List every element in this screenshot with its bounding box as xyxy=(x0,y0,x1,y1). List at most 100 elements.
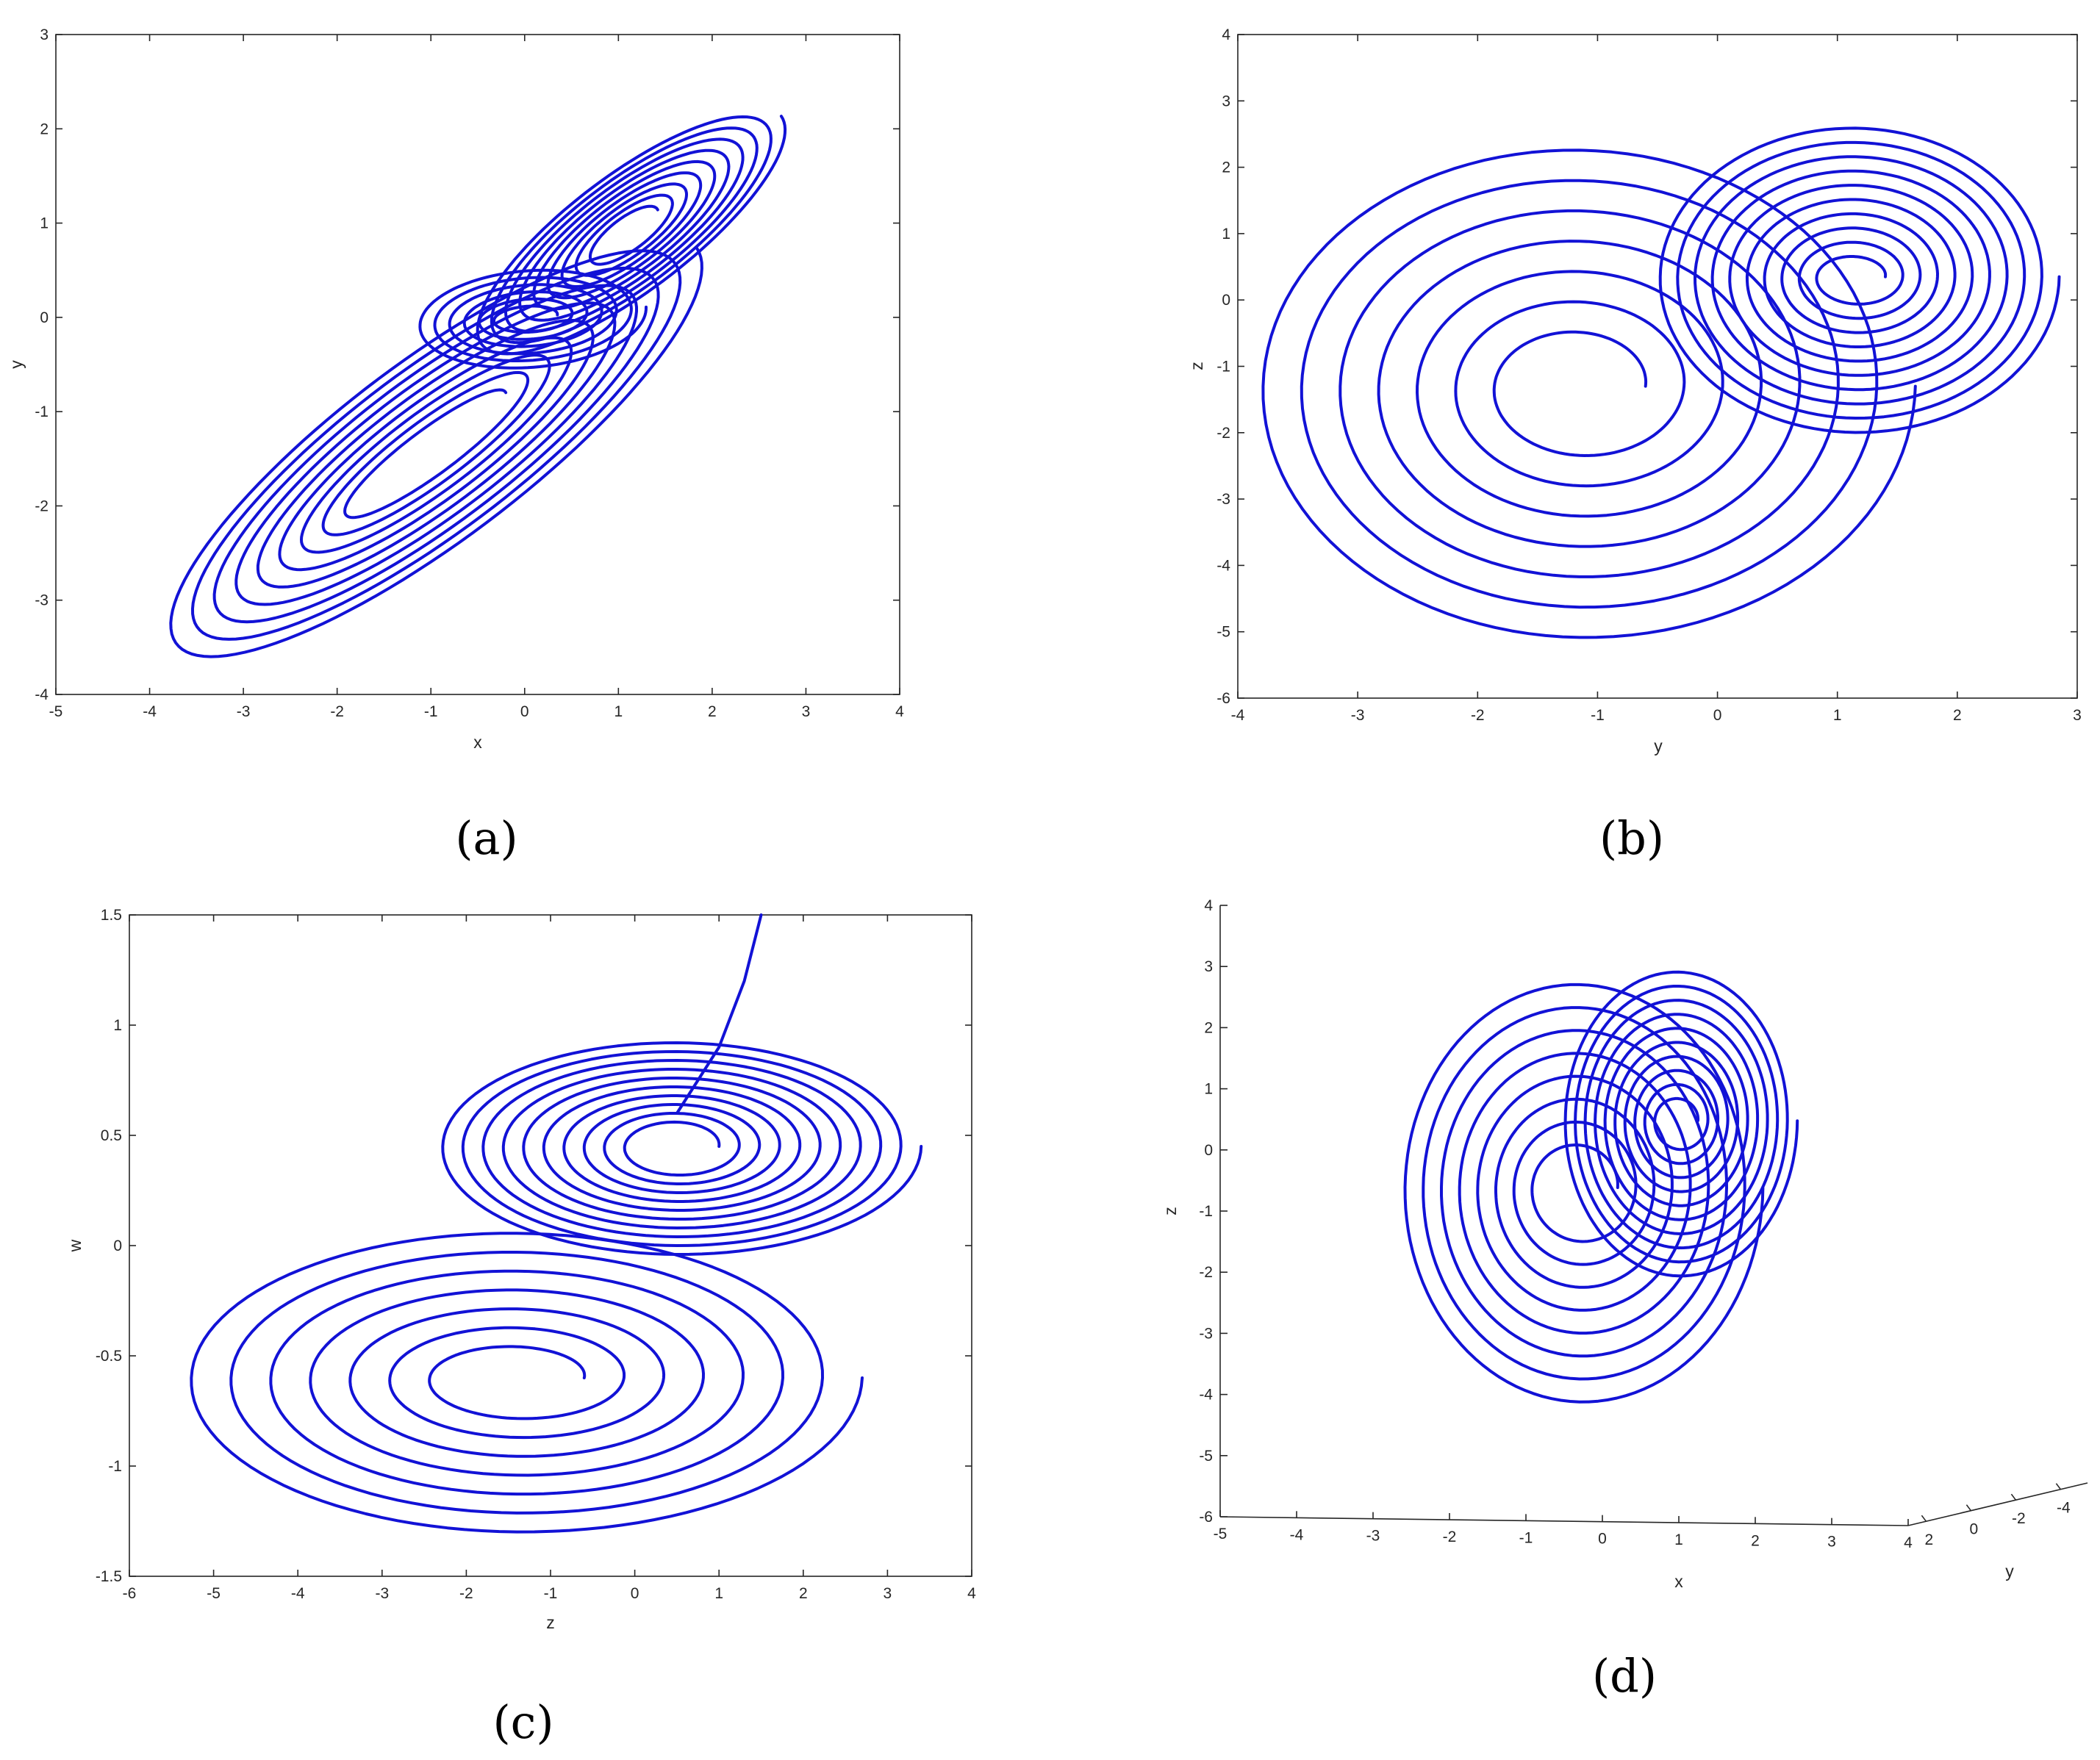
y-tick-mark xyxy=(1921,1515,1927,1522)
x-tick-label: 3 xyxy=(884,1585,892,1602)
x-tick-label: 1 xyxy=(1833,707,1842,724)
y-tick-label: -2 xyxy=(1216,425,1230,442)
y-tick-label: -2 xyxy=(35,498,49,514)
panel-a-x-ticks: -5 -4 -3 -2 -1 0 1 2 3 4 xyxy=(49,35,904,720)
y-tick-label: 2 xyxy=(1222,159,1230,176)
x-tick-label: -1 xyxy=(424,703,438,720)
panel-b-x-axis-label: y xyxy=(1654,736,1663,755)
panel-a-x-axis-label: x xyxy=(473,733,482,752)
x-tick-label: 4 xyxy=(967,1585,976,1602)
x-tick-label: 2 xyxy=(1751,1532,1760,1549)
z-tick-label: -3 xyxy=(1199,1325,1213,1342)
y-tick-label: -4 xyxy=(1216,557,1230,574)
z-tick-label: 3 xyxy=(1204,958,1213,975)
x-tick-label: -2 xyxy=(330,703,344,720)
panel-c-label: (c) xyxy=(492,1695,553,1749)
y-tick-label: 0 xyxy=(113,1238,122,1254)
panel-b-trajectory xyxy=(1261,126,2061,639)
panel-d-trajectory xyxy=(1403,970,1799,1404)
x-tick-label: -4 xyxy=(291,1585,305,1602)
panel-c-trace-2 xyxy=(190,1232,864,1534)
y-tick-label: 0 xyxy=(1970,1521,1979,1538)
panel-b-x-ticks: -4 -3 -2 -1 0 1 2 3 xyxy=(1231,35,2082,724)
panel-b-trace-2 xyxy=(1261,148,1917,639)
y-axis-line xyxy=(1907,1482,2088,1526)
panel-b-axes-frame xyxy=(1237,34,2078,699)
y-tick-mark xyxy=(2010,1493,2017,1501)
panel-d-x-axis-label: x xyxy=(1674,1572,1683,1591)
y-tick-label: 1.5 xyxy=(101,907,122,924)
panel-b-plot: -4 -3 -2 -1 0 1 2 3 -6 -5 -4 -3 -2 -1 0 1 2 3 4 y z (b) xyxy=(1187,26,2082,865)
x-tick-label: -1 xyxy=(544,1585,558,1602)
y-tick-label: 0 xyxy=(1222,292,1230,309)
y-tick-label: -2 xyxy=(2012,1510,2026,1527)
y-tick-label: 3 xyxy=(40,26,49,43)
y-tick-label: -4 xyxy=(2057,1500,2071,1517)
panel-c-trajectory xyxy=(190,913,923,1534)
y-tick-label: 0 xyxy=(40,309,49,326)
y-tick-label: 2 xyxy=(1925,1531,1934,1548)
panel-b-trace-1 xyxy=(1658,126,2061,434)
y-tick-mark xyxy=(2055,1483,2062,1490)
y-tick-label: 1 xyxy=(1222,226,1230,243)
panel-a-y-ticks: -4 -3 -2 -1 0 1 2 3 xyxy=(35,26,900,703)
y-tick-label: 3 xyxy=(1222,93,1230,109)
x-tick-label: 3 xyxy=(802,703,811,720)
y-tick-label: 0.5 xyxy=(101,1127,122,1144)
z-tick-label: 4 xyxy=(1204,897,1213,914)
x-tick-label: 2 xyxy=(708,703,717,720)
y-tick-label: -1 xyxy=(1216,359,1230,376)
x-tick-label: -1 xyxy=(1519,1529,1533,1546)
panel-d-z-axis-label: z xyxy=(1161,1207,1180,1215)
panel-a-trace-2 xyxy=(169,246,703,658)
panel-a-y-axis-label: y xyxy=(7,360,26,369)
panel-c-x-ticks: -6 -5 -4 -3 -2 -1 0 1 2 3 4 xyxy=(123,915,976,1602)
x-tick-label: -5 xyxy=(207,1585,221,1602)
y-tick-label: -3 xyxy=(35,592,49,609)
x-tick-label: -3 xyxy=(1351,707,1365,724)
x-tick-label: -4 xyxy=(1290,1526,1304,1543)
panel-c-trace-3 xyxy=(675,913,763,1115)
y-tick-label: -0.5 xyxy=(96,1348,122,1365)
x-axis-line xyxy=(1219,1516,1909,1526)
z-tick-label: 1 xyxy=(1204,1081,1213,1098)
x-tick-label: -6 xyxy=(123,1585,137,1602)
x-tick-label: 3 xyxy=(1827,1534,1836,1551)
z-tick-label: -2 xyxy=(1199,1264,1213,1281)
y-tick-label: -1 xyxy=(35,403,49,420)
y-tick-label: 2 xyxy=(40,121,49,137)
z-tick-label: -5 xyxy=(1199,1448,1213,1465)
y-tick-label: -6 xyxy=(1216,690,1230,707)
panel-b-y-axis-label: z xyxy=(1187,362,1206,370)
x-tick-label: 1 xyxy=(1674,1531,1683,1548)
panel-c-y-axis-label: w xyxy=(65,1239,85,1252)
x-tick-label: 1 xyxy=(714,1585,723,1602)
x-tick-label: 2 xyxy=(1953,707,1962,724)
y-tick-label: -5 xyxy=(1216,624,1230,641)
panel-d-trace-1 xyxy=(1563,970,1799,1278)
panel-c-y-ticks: -1.5 -1 -0.5 0 0.5 1 1.5 xyxy=(96,907,972,1585)
panel-c-x-axis-label: z xyxy=(546,1613,555,1632)
panel-c-plot: -6 -5 -4 -3 -2 -1 0 1 2 3 4 -1.5 -1 -0.5 0 0.5 1 1.5 z w… xyxy=(65,907,976,1749)
x-tick-label: 1 xyxy=(614,703,623,720)
x-tick-label: -3 xyxy=(237,703,251,720)
z-tick-label: -4 xyxy=(1199,1387,1213,1404)
panel-b-label: (b) xyxy=(1599,811,1664,865)
x-tick-label: 3 xyxy=(2073,707,2082,724)
x-tick-label: -1 xyxy=(1591,707,1605,724)
y-tick-label: -3 xyxy=(1216,491,1230,508)
x-tick-label: -3 xyxy=(375,1585,389,1602)
panel-d-label: (d) xyxy=(1592,1649,1657,1703)
z-tick-label: -1 xyxy=(1199,1203,1213,1220)
y-tick-label: -1.5 xyxy=(96,1568,122,1585)
y-tick-label: 1 xyxy=(113,1017,122,1034)
panel-d-y-axis-label: y xyxy=(2005,1562,2014,1581)
y-tick-label: -4 xyxy=(35,686,49,703)
panel-a-trajectory xyxy=(169,115,787,658)
x-tick-label: 0 xyxy=(1713,707,1722,724)
z-tick-label: 2 xyxy=(1204,1019,1213,1036)
panel-b-y-ticks: -6 -5 -4 -3 -2 -1 0 1 2 3 4 xyxy=(1216,26,2077,707)
x-tick-label: -2 xyxy=(1471,707,1485,724)
y-tick-label: 4 xyxy=(1222,26,1230,43)
